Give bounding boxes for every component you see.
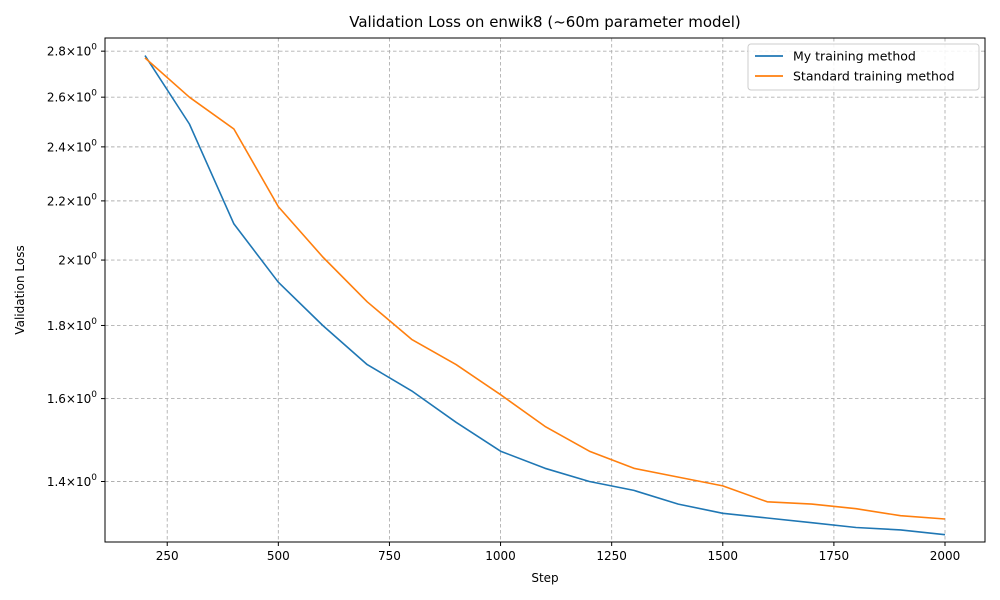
y-tick-mantissa: 2.6: [47, 91, 66, 105]
y-tick-base: 10: [76, 319, 91, 333]
x-tick-label: 500: [267, 549, 290, 563]
y-tick-base: 10: [76, 91, 91, 105]
legend: My training method Standard training meth…: [747, 43, 980, 91]
chart-title: Validation Loss on enwik8 (~60m paramete…: [349, 13, 741, 31]
y-tick-times: ×: [66, 254, 76, 268]
legend-label-2: Standard training method: [793, 69, 955, 84]
x-tick-label: 2000: [930, 549, 961, 563]
y-tick-exponent: 0: [91, 89, 97, 99]
y-tick-base: 10: [76, 45, 91, 59]
y-tick-exponent: 0: [91, 473, 97, 483]
series-line-1: [144, 55, 946, 536]
grid-layer: [105, 38, 985, 542]
y-tick-times: ×: [66, 475, 76, 489]
y-tick-exponent: 0: [91, 138, 97, 148]
y-tick-times: ×: [66, 140, 76, 154]
x-tick-label: 1000: [485, 549, 516, 563]
y-tick-exponent: 0: [91, 192, 97, 202]
y-tick-mantissa: 2: [58, 254, 66, 268]
y-tick-mantissa: 1.4: [47, 475, 66, 489]
y-tick-mantissa: 1.8: [47, 319, 66, 333]
y-tick-mantissa: 2.2: [47, 194, 66, 208]
x-axis: 250 500 750 1000 1250 1500 1750 2000: [156, 542, 961, 563]
y-tick-base: 10: [76, 475, 91, 489]
plot-area-frame: [104, 37, 986, 543]
y-tick-times: ×: [66, 194, 76, 208]
y-tick-times: ×: [66, 392, 76, 406]
y-tick-label: 2.4×100: [47, 138, 97, 154]
y-tick-exponent: 0: [91, 43, 97, 53]
y-tick-mantissa: 1.6: [47, 392, 66, 406]
y-tick-exponent: 0: [91, 252, 97, 262]
x-axis-label: Step: [531, 571, 558, 585]
y-tick-mantissa: 2.8: [47, 45, 66, 59]
series-layer: [144, 55, 946, 536]
y-tick-label: 2.2×100: [47, 192, 97, 208]
y-tick-times: ×: [66, 319, 76, 333]
y-tick-label: 1.6×100: [47, 390, 97, 406]
y-tick-base: 10: [76, 392, 91, 406]
y-tick-base: 10: [76, 254, 91, 268]
y-axis: 1.4×1001.6×1001.8×1002×1002.2×1002.4×100…: [47, 43, 105, 489]
x-tick-label: 1500: [708, 549, 739, 563]
y-tick-label: 1.4×100: [47, 473, 97, 489]
y-tick-label: 2.6×100: [47, 89, 97, 105]
y-tick-exponent: 0: [91, 390, 97, 400]
y-tick-label: 2×100: [58, 252, 97, 268]
series-line-2: [144, 57, 946, 520]
x-tick-label: 1250: [596, 549, 627, 563]
y-tick-label: 1.8×100: [47, 317, 97, 333]
x-tick-label: 250: [156, 549, 179, 563]
y-tick-mantissa: 2.4: [47, 140, 66, 154]
y-tick-times: ×: [66, 45, 76, 59]
y-tick-exponent: 0: [91, 317, 97, 327]
x-tick-label: 1750: [819, 549, 850, 563]
x-tick-label: 750: [378, 549, 401, 563]
y-tick-times: ×: [66, 91, 76, 105]
legend-label-1: My training method: [793, 49, 916, 64]
legend-box: [747, 43, 980, 91]
y-tick-base: 10: [76, 194, 91, 208]
y-axis-label: Validation Loss: [13, 245, 27, 334]
y-tick-base: 10: [76, 140, 91, 154]
y-tick-label: 2.8×100: [47, 43, 97, 59]
